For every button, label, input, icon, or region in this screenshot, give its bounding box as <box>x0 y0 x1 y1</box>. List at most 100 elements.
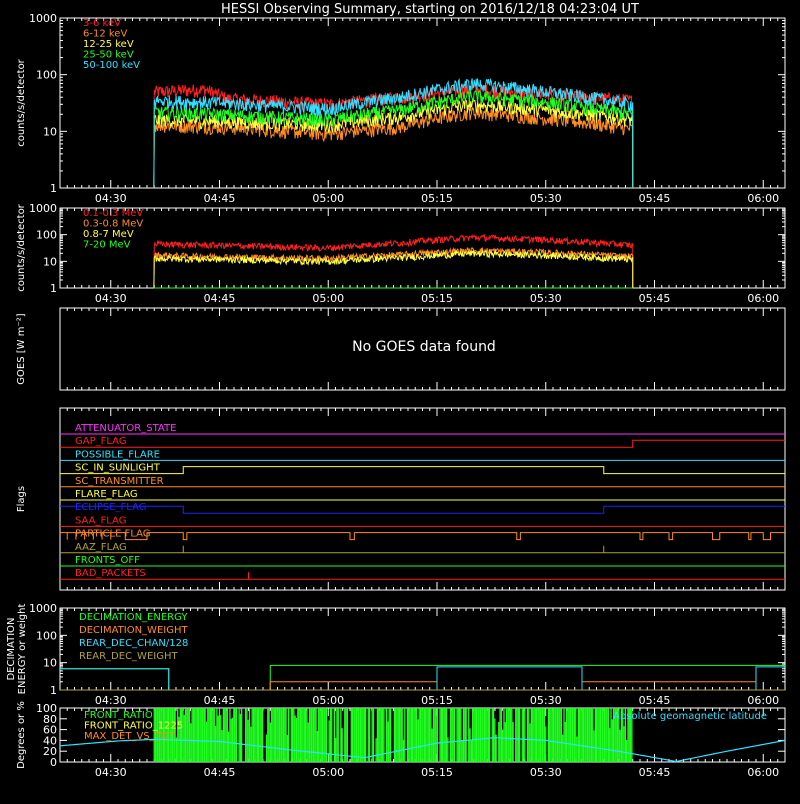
series-line <box>153 234 634 289</box>
time-tick-label: 04:30 <box>95 766 127 779</box>
y-axis-label: ENERGY or weight <box>17 604 28 695</box>
flag-label: POSSIBLE_FLARE <box>75 449 160 460</box>
time-tick-label: 04:30 <box>95 694 127 707</box>
y-tick-label: 10 <box>43 255 57 268</box>
time-tick-label: 06:00 <box>747 766 779 779</box>
legend-entry: 3-6 keV <box>83 18 121 29</box>
time-tick-label: 05:15 <box>421 694 453 707</box>
time-tick-label: 05:15 <box>421 192 453 205</box>
flag-line <box>60 466 785 475</box>
y-tick-label: 1 <box>50 282 57 295</box>
y-tick-label: 60 <box>43 724 57 737</box>
flag-label: SC_IN_SUNLIGHT <box>75 463 161 474</box>
chart-title: HESSI Observing Summary, starting on 201… <box>221 2 639 17</box>
panel-lo_energy <box>60 17 785 189</box>
y-tick-label: 20 <box>43 745 57 758</box>
time-tick-label: 05:30 <box>530 192 562 205</box>
legend-entry: FRONT_RATIO <box>84 710 153 721</box>
time-tick-label: 05:45 <box>639 694 671 707</box>
time-tick-label: 05:30 <box>530 694 562 707</box>
y-axis-label: counts/s/detector <box>16 58 27 146</box>
time-tick-label: 04:45 <box>204 694 236 707</box>
y-tick-label: 40 <box>43 734 57 747</box>
legend-entry: 0.1-0.3 MeV <box>83 208 143 219</box>
flag-label: GAP_FLAG <box>75 436 127 447</box>
flag-line <box>60 439 785 448</box>
flag-label: SC_TRANSMITTER <box>75 476 164 487</box>
y-tick-label: 10 <box>43 125 57 138</box>
flag-label: PARTICLE FLAG <box>75 529 151 540</box>
y-tick-label: 1 <box>50 182 57 195</box>
flag-label: AAZ_FLAG <box>75 542 127 553</box>
panel-hi_energy <box>60 207 785 289</box>
y-tick-label: 100 <box>36 629 57 642</box>
y-tick-label: 1 <box>50 684 57 697</box>
flag-line <box>60 532 785 541</box>
y-tick-label: 100 <box>36 229 57 242</box>
y-tick-label: 0 <box>50 756 57 769</box>
latitude-annotation: Absolute geomagnetic latitude <box>613 711 767 722</box>
legend-entry: 7-20 MeV <box>83 240 131 251</box>
time-tick-label: 04:45 <box>204 292 236 305</box>
legend-entry: REAR_DEC_WEIGHT <box>79 651 178 662</box>
flag-label: ECLIPSE_FLAG <box>75 502 146 513</box>
y-tick-label: 100 <box>36 702 57 715</box>
series-line <box>60 666 785 691</box>
y-tick-label: 80 <box>43 713 57 726</box>
no-goes-message: No GOES data found <box>352 339 496 355</box>
series-line <box>153 98 634 189</box>
legend-entry: 12-25 keV <box>83 39 134 50</box>
panel-flags <box>60 433 785 580</box>
legend-entry: DECIMATION_ENERGY <box>79 612 188 623</box>
legend-entry: 50-100 keV <box>83 60 140 71</box>
flag-line <box>60 545 785 554</box>
legend-entry: 0.8-7 MeV <box>83 229 134 240</box>
legend-entry: DECIMATION_WEIGHT <box>79 625 188 636</box>
time-tick-label: 05:15 <box>421 766 453 779</box>
time-tick-label: 05:30 <box>530 766 562 779</box>
flag-label: ATTENUATOR_STATE <box>75 423 176 434</box>
flag-label: FLARE_FLAG <box>75 489 138 500</box>
time-tick-label: 05:45 <box>639 766 671 779</box>
time-tick-label: 05:00 <box>312 694 344 707</box>
y-axis-label: Flags <box>16 486 27 512</box>
time-tick-label: 04:30 <box>95 192 127 205</box>
time-tick-label: 05:00 <box>312 192 344 205</box>
y-tick-label: 10 <box>43 657 57 670</box>
legend-entry: REAR_DEC_CHAN/128 <box>79 638 188 649</box>
y-tick-label: 100 <box>36 69 57 82</box>
y-axis-label: counts/s/detector <box>16 203 27 291</box>
time-tick-label: 05:00 <box>312 292 344 305</box>
legend-entry: 0.3-0.8 MeV <box>83 219 143 230</box>
latitude-line <box>59 737 786 763</box>
series-line <box>153 249 634 289</box>
time-tick-label: 05:00 <box>312 766 344 779</box>
time-tick-label: 06:00 <box>747 192 779 205</box>
time-tick-label: 05:30 <box>530 292 562 305</box>
y-axis-label: GOES [W m⁻²] <box>16 313 27 384</box>
flag-label: FRONTS_OFF <box>75 555 140 566</box>
time-tick-label: 06:00 <box>747 694 779 707</box>
time-tick-label: 04:45 <box>204 192 236 205</box>
legend-entry: 6-12 keV <box>83 29 127 40</box>
series-line <box>153 89 634 189</box>
y-tick-label: 1000 <box>29 602 57 615</box>
time-tick-label: 05:45 <box>639 192 671 205</box>
flag-label: SAA_FLAG <box>75 515 126 526</box>
panel-decimation <box>60 607 785 691</box>
legend-entry: MAX_DET_VS_TOT <box>84 731 176 742</box>
time-tick-label: 04:45 <box>204 766 236 779</box>
series-line <box>153 106 634 189</box>
flag-label: BAD_PACKETS <box>75 568 146 579</box>
time-tick-label: 06:00 <box>747 292 779 305</box>
y-tick-label: 1000 <box>29 12 57 25</box>
legend-entry: FRONT_RATIO_1225 <box>84 721 183 732</box>
flag-line <box>60 572 785 580</box>
time-tick-label: 05:15 <box>421 292 453 305</box>
y-tick-label: 1000 <box>29 202 57 215</box>
series-line <box>153 77 634 189</box>
time-tick-label: 04:30 <box>95 292 127 305</box>
flag-line <box>60 505 785 514</box>
